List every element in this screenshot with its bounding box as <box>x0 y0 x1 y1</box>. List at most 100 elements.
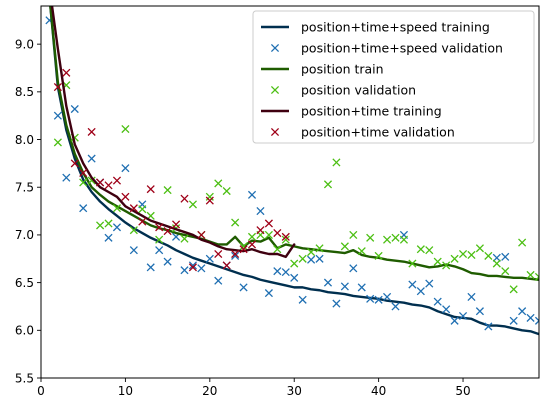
legend-marker-swatch <box>270 85 280 95</box>
series-3-point <box>383 235 392 244</box>
legend-box <box>252 10 535 144</box>
series-1-point <box>281 268 290 277</box>
legend-label: position+time validation <box>301 125 455 140</box>
x-tick-label: 20 <box>202 384 217 398</box>
series-3-point <box>239 242 248 251</box>
series-5-markers <box>53 68 290 272</box>
series-5-point <box>256 226 265 235</box>
series-1-point <box>62 173 71 182</box>
series-5-point <box>214 249 223 259</box>
series-1-point <box>357 283 366 292</box>
y-tick-label: 7.0 <box>15 228 34 242</box>
y-axis: 5.5 6.0 6.5 7.0 7.5 8.0 8.5 9.0 <box>15 37 41 385</box>
series-1-point <box>155 246 164 255</box>
series-3-point <box>433 257 442 266</box>
series-1-point <box>501 252 510 261</box>
series-5-point <box>281 232 290 241</box>
legend-label: position train <box>301 62 384 77</box>
series-1-point <box>349 264 358 273</box>
series-1-point <box>332 299 341 308</box>
series-3-point <box>366 233 375 242</box>
series-5-point <box>87 127 96 136</box>
series-1-point <box>458 311 468 321</box>
x-tick-label: 0 <box>37 384 45 398</box>
series-1-point <box>450 316 459 325</box>
series-1-point <box>433 297 442 306</box>
series-3-point <box>408 259 417 268</box>
series-1-point <box>526 313 535 322</box>
series-5-point <box>104 181 113 190</box>
series-1-point <box>214 276 223 285</box>
series-3-point <box>129 226 138 235</box>
series-1-point <box>366 294 375 303</box>
series-1-point <box>273 267 282 276</box>
series-3-point <box>163 186 172 195</box>
series-3-point <box>281 235 290 244</box>
series-1-point <box>87 154 96 163</box>
series-3-point <box>53 138 62 147</box>
series-5-point <box>53 83 62 92</box>
series-3-point <box>391 233 400 242</box>
series-1-point <box>188 261 197 270</box>
series-5-point <box>146 185 155 194</box>
series-5-point <box>62 68 71 77</box>
series-3-point <box>121 124 130 134</box>
series-3-point <box>509 285 518 294</box>
series-5-point <box>188 263 197 272</box>
series-3-point <box>518 238 527 247</box>
series-3-point <box>467 250 476 260</box>
series-1-point <box>79 204 88 213</box>
x-tick-label: 40 <box>371 384 386 398</box>
series-5-point <box>171 220 181 229</box>
series-1-point <box>197 264 206 273</box>
series-1-point <box>104 233 113 242</box>
series-3-point <box>442 261 451 270</box>
series-3-point <box>484 251 493 260</box>
series-1-point <box>408 280 417 289</box>
series-3-point <box>188 200 197 209</box>
x-axis: 0 10 20 30 40 50 <box>37 378 471 398</box>
y-tick-label: 8.5 <box>15 85 34 99</box>
series-5-point <box>155 223 164 232</box>
series-3-point <box>264 230 273 239</box>
legend-label: position validation <box>301 83 416 98</box>
series-5-point <box>222 261 231 270</box>
series-5-point <box>70 159 79 168</box>
series-1-point <box>416 287 425 296</box>
series-1-point <box>484 322 493 331</box>
series-1-point <box>53 111 62 120</box>
series-3-point <box>332 158 341 167</box>
series-1-point <box>256 207 265 216</box>
series-3-point <box>399 235 409 244</box>
series-3-point <box>323 180 333 189</box>
series-1-point <box>315 254 324 263</box>
series-3-point <box>501 267 510 276</box>
series-5-point <box>231 249 240 259</box>
series-1-point <box>70 104 79 114</box>
series-1-point <box>146 263 155 272</box>
series-layer <box>45 6 539 336</box>
series-5-point <box>239 245 248 254</box>
series-3-point <box>112 204 122 213</box>
y-tick-label: 9.0 <box>15 37 34 51</box>
series-5-point <box>79 168 88 177</box>
series-1-point <box>264 289 273 298</box>
legend-label: position+time training <box>301 104 442 119</box>
series-3-point <box>458 249 468 259</box>
series-1-point <box>383 292 392 301</box>
series-1-point <box>442 305 451 314</box>
y-tick-label: 7.5 <box>15 181 34 195</box>
series-5-point <box>121 192 130 201</box>
series-1-point <box>163 257 172 266</box>
x-tick-label: 10 <box>118 384 133 398</box>
legend-label: position+time+speed validation <box>301 41 503 56</box>
y-tick-label: 8.0 <box>15 133 34 147</box>
series-3-point <box>155 235 164 244</box>
series-3-point <box>374 251 383 260</box>
series-3-point <box>180 234 189 243</box>
series-1-point <box>112 223 122 232</box>
series-3-point <box>298 254 307 263</box>
series-3-point <box>214 179 223 188</box>
series-1-point <box>492 253 501 262</box>
series-3-point <box>315 244 324 253</box>
